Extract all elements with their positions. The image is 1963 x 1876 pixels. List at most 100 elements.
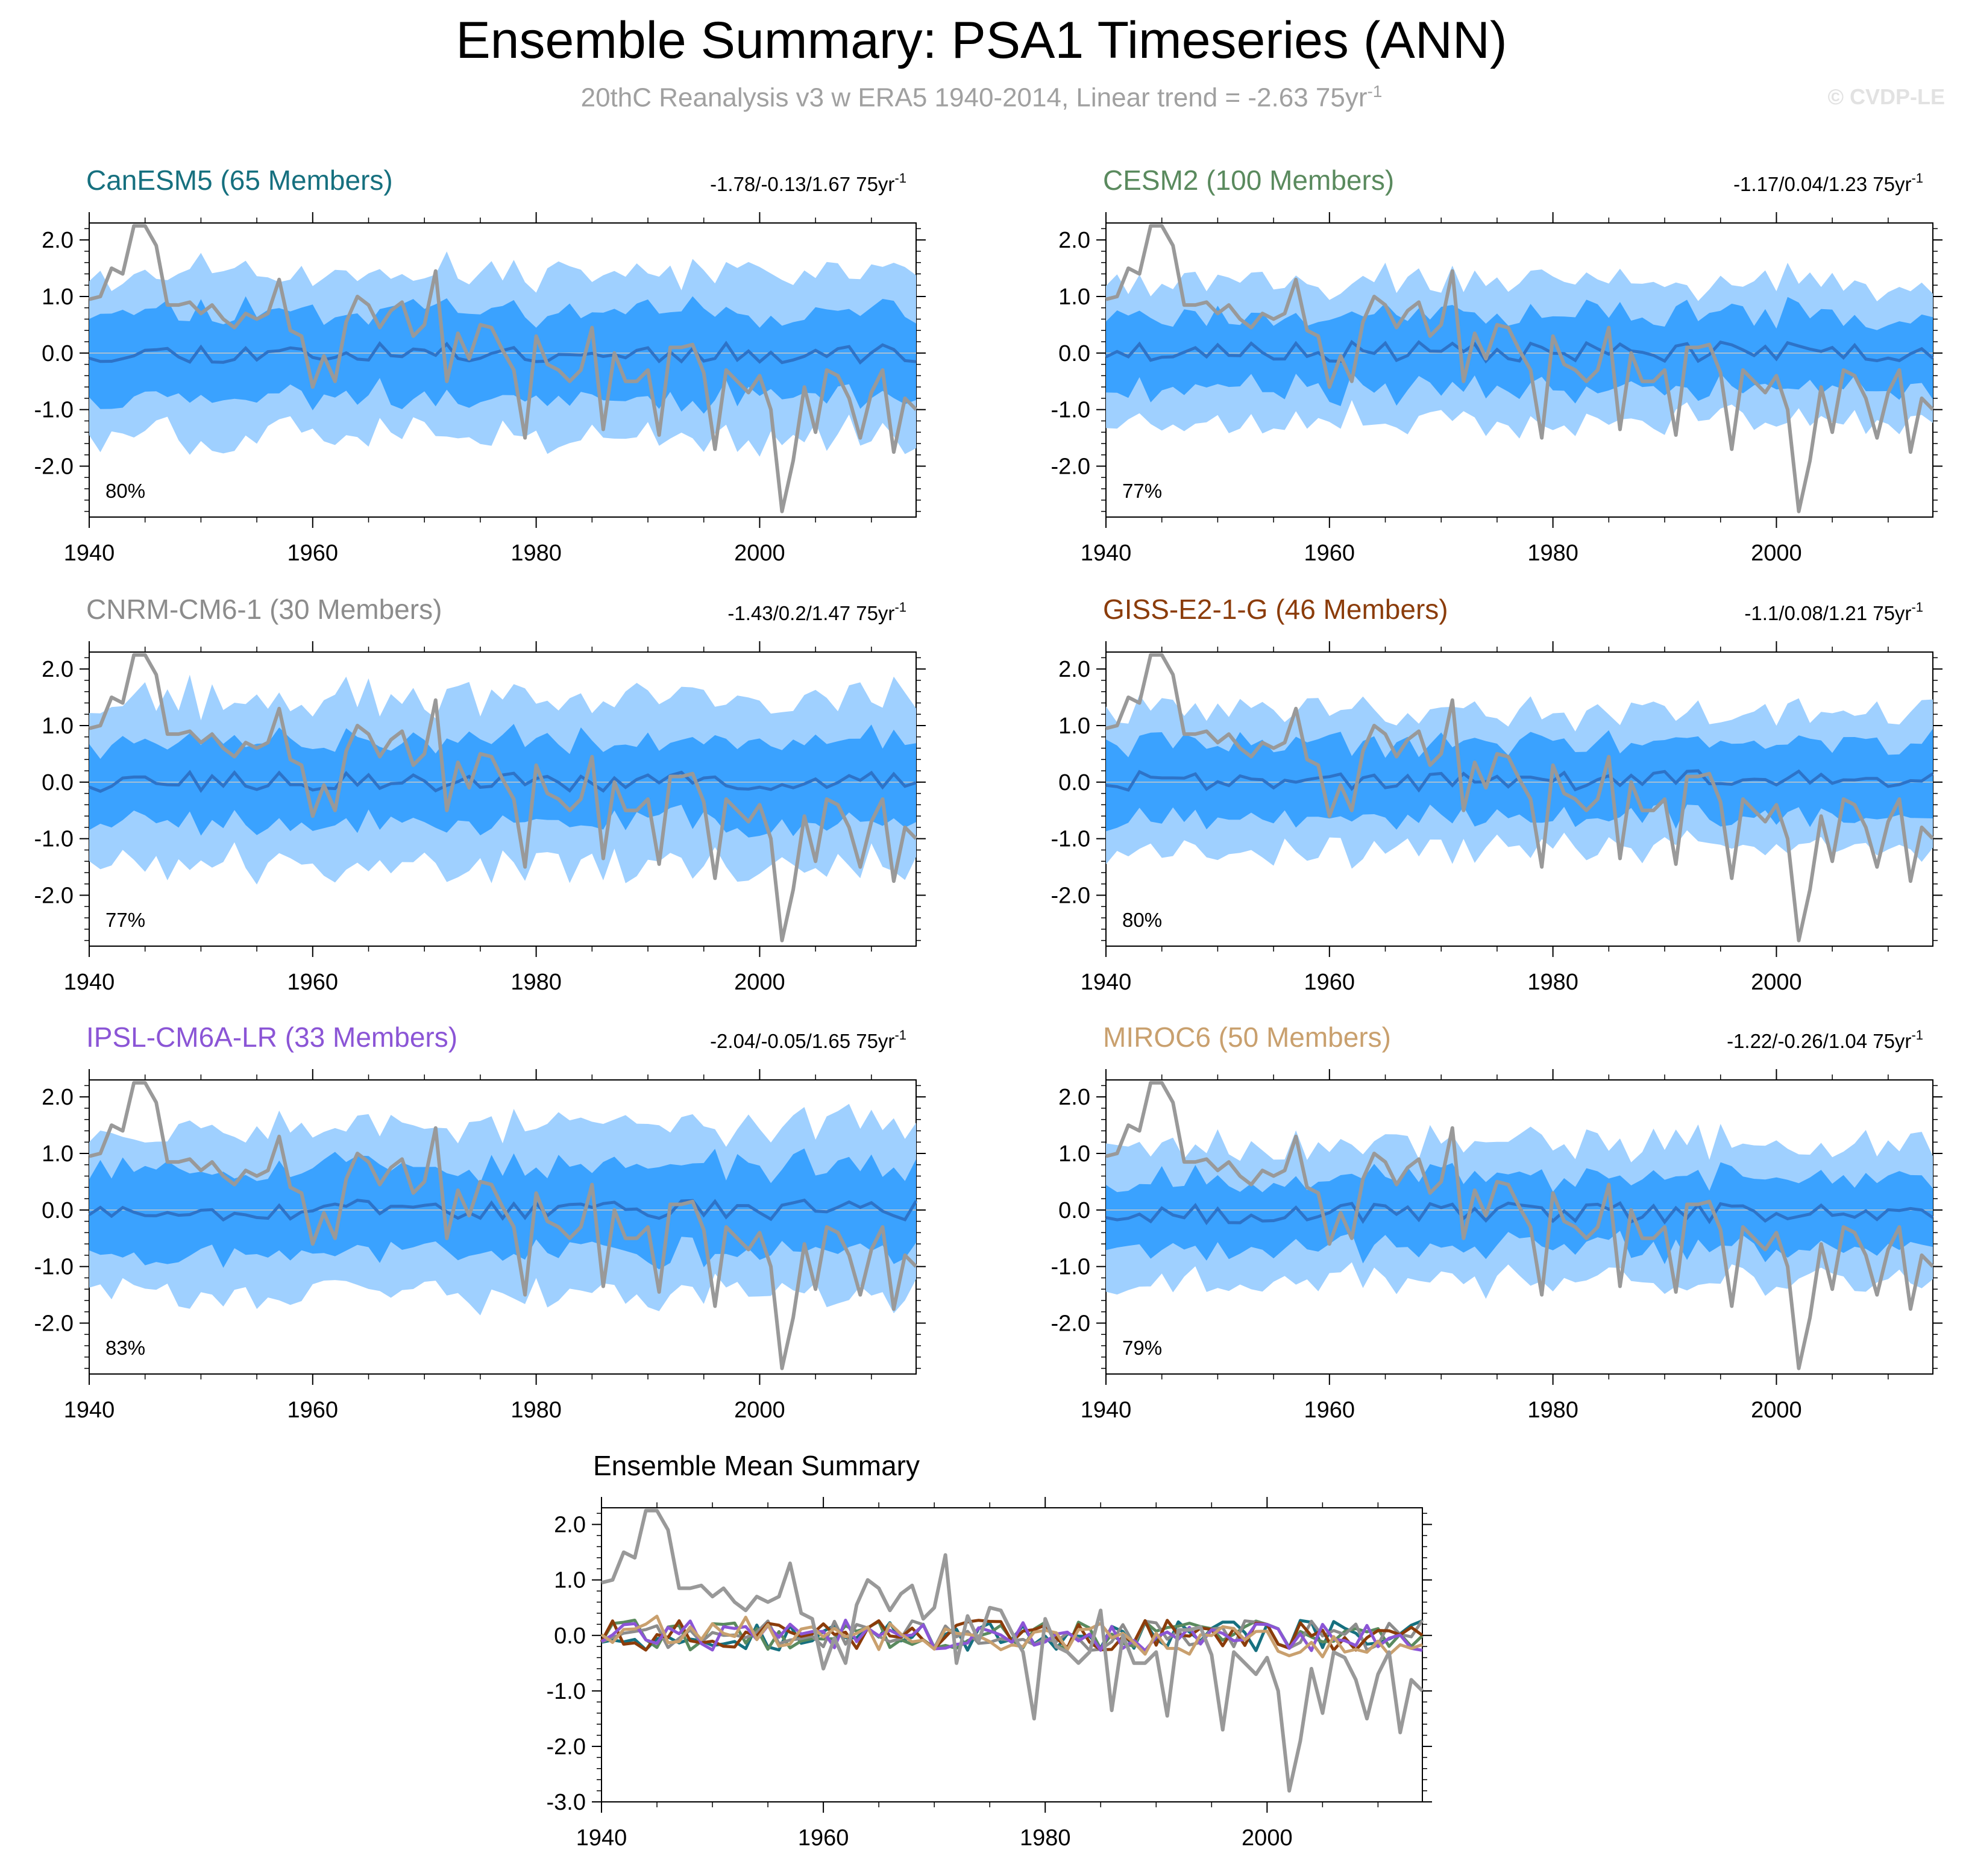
range-superscript: -1 [1911,600,1923,615]
observed-series-line [1105,653,1935,943]
x-tick-label: 2000 [1751,1398,1802,1423]
x-tick-label: 1960 [1304,970,1355,995]
y-tick-label: -2.0 [34,1311,74,1337]
panel-cnrm-cm6-1: 2.0 1.0 0.0 -1.0 -2.0 1940 1960 1980 2000 CNRM-CM… [34,594,926,995]
y-tick-label: 1.0 [1058,284,1090,310]
y-tick-label: 0.0 [42,770,74,795]
subtitle-text: 20thC Reanalysis v3 w ERA5 1940-2014, Li… [580,83,1368,113]
observed-series-line [89,1081,918,1370]
x-tick-label: 1960 [287,1398,339,1423]
y-tick-label: 0.0 [1058,1198,1090,1223]
x-tick-label: 1980 [510,1398,562,1423]
observed-series-line [601,1508,1424,1793]
x-tick-label: 2000 [1751,970,1802,995]
x-tick-label: 1940 [64,970,115,995]
panel-members: (65 Members) [213,165,393,196]
panel-range-text: -1.17/0.04/1.23 75yr-1 [1733,171,1923,195]
x-tick-label: 2000 [1242,1825,1293,1851]
x-tick-label: 1980 [1527,541,1578,566]
x-tick-label: 1940 [64,541,115,566]
y-tick-label: -1.0 [34,398,74,423]
range-value: -1.78/-0.13/1.67 75yr [710,173,894,195]
ensemble-mean-title: Ensemble Mean Summary [593,1450,920,1481]
x-tick-label: 1960 [1304,541,1355,566]
panel-members: (33 Members) [277,1021,457,1053]
inner-spread-band [89,296,916,414]
range-value: -1.43/0.2/1.47 75yr [727,602,894,624]
panel-percent: 83% [105,1337,145,1359]
observed-series-line [89,653,918,943]
x-tick-label: 1940 [1081,1398,1132,1423]
ensemble-mean-line [88,1198,918,1222]
panel-percent: 80% [105,480,145,502]
panel-cesm2: 2.0 1.0 0.0 -1.0 -2.0 1940 1960 1980 2000 CESM2 (… [1051,165,1943,566]
panel-title: IPSL-CM6A-LR (33 Members) [86,1021,457,1053]
panel-model-name: CanESM5 [86,165,213,196]
panel-canesm5: 2.0 1.0 0.0 -1.0 -2.0 1940 1960 1980 2000 CanESM5… [34,165,926,566]
y-tick-label: 1.0 [42,714,74,739]
y-tick-label: 2.0 [42,1085,74,1110]
range-superscript: -1 [1911,1027,1923,1043]
panel-miroc6: 2.0 1.0 0.0 -1.0 -2.0 1940 1960 1980 2000 MIROC6 … [1051,1021,1943,1423]
panel-range-text: -1.43/0.2/1.47 75yr-1 [727,600,906,624]
x-tick-label: 1980 [510,970,562,995]
panel-title: CESM2 (100 Members) [1103,165,1394,196]
y-tick-label: 0.0 [1058,341,1090,366]
x-tick-label: 1980 [1020,1825,1071,1851]
panel-model-name: CESM2 [1103,165,1198,196]
range-value: -1.17/0.04/1.23 75yr [1733,173,1911,195]
subtitle-superscript: -1 [1367,82,1383,101]
x-tick-label: 1940 [1081,970,1132,995]
y-tick-label: 2.0 [1058,228,1090,253]
x-tick-label: 1960 [1304,1398,1355,1423]
panel-title: GISS-E2-1-G (46 Members) [1103,594,1448,625]
observed-series-line [89,224,918,513]
panel-model-name: MIROC6 [1103,1021,1211,1053]
y-tick-label: -2.0 [1051,1311,1090,1337]
range-superscript: -1 [894,171,906,186]
y-tick-label: -2.0 [1051,454,1090,480]
y-tick-label: 1.0 [42,284,74,310]
watermark: © CVDP-LE [1827,84,1945,109]
x-tick-label: 1940 [576,1825,627,1851]
y-tick-label: 0.0 [42,341,74,366]
x-tick-label: 1960 [287,541,339,566]
ensemble-mean-series-miroc6 [600,1614,1423,1658]
panel-ipsl-cm6a-lr: 2.0 1.0 0.0 -1.0 -2.0 1940 1960 1980 2000 IPSL-CM… [34,1021,926,1423]
y-tick-label: 2.0 [42,657,74,682]
y-tick-label: -2.0 [34,454,74,480]
panel-model-name: IPSL-CM6A-LR [86,1021,277,1053]
x-tick-label: 2000 [734,541,785,566]
panel-range-text: -1.1/0.08/1.21 75yr-1 [1744,600,1923,624]
y-tick-label: -2.0 [547,1734,586,1760]
x-tick-label: 1980 [1527,1398,1578,1423]
x-tick-label: 1980 [510,541,562,566]
panel-model-name: CNRM-CM6-1 [86,594,262,625]
y-tick-label: -1.0 [1051,398,1090,423]
plot-frame [601,1507,1423,1802]
panel-title: CanESM5 (65 Members) [86,165,393,196]
y-tick-label: -1.0 [34,827,74,852]
y-tick-label: 2.0 [554,1513,586,1538]
range-superscript: -1 [894,1027,906,1043]
range-value: -1.22/-0.26/1.04 75yr [1727,1030,1911,1052]
y-tick-label: 2.0 [42,228,74,253]
y-tick-label: -1.0 [1051,1255,1090,1280]
panel-percent: 80% [1122,909,1162,931]
panel-members: (50 Members) [1211,1021,1391,1053]
x-tick-label: 1940 [1081,541,1132,566]
panel-members: (30 Members) [262,594,442,625]
subtitle: 20thC Reanalysis v3 w ERA5 1940-2014, Li… [0,82,1963,113]
observed-series-line [1105,1081,1935,1370]
x-tick-label: 1960 [287,970,339,995]
y-tick-label: 0.0 [554,1623,586,1649]
panel-percent: 77% [105,909,145,931]
panel-ensemble-mean-summary: 2.0 1.0 0.0 -1.0 -2.0 -3.0 1940 1960 1980 2000 Ens… [547,1450,1432,1851]
y-tick-label: 0.0 [1058,770,1090,795]
ensemble-mean-line [89,770,917,793]
panel-range-text: -1.22/-0.26/1.04 75yr-1 [1727,1027,1923,1052]
y-tick-label: 1.0 [1058,714,1090,739]
y-tick-label: 1.0 [554,1568,586,1593]
y-tick-label: 1.0 [42,1141,74,1167]
